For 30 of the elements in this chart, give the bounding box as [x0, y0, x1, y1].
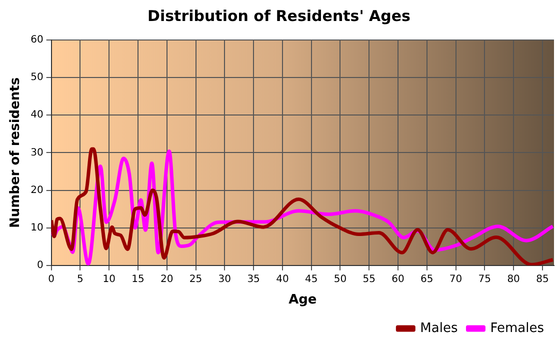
x-tick-label: 60: [392, 274, 404, 285]
y-tick-label: 30: [30, 147, 44, 158]
y-tick-label: 20: [30, 184, 44, 196]
x-tick-label: 15: [132, 274, 144, 285]
x-tick-label: 30: [218, 274, 232, 285]
x-tick-label: 40: [276, 274, 289, 285]
legend-label: Females: [490, 320, 544, 336]
y-tick-label: 60: [30, 34, 44, 46]
x-tick-label: 5: [77, 274, 84, 285]
y-tick-label: 0: [36, 260, 44, 271]
x-tick-label: 45: [304, 274, 318, 285]
y-tick-label: 10: [30, 222, 44, 234]
y-tick-label: 50: [30, 72, 44, 84]
y-axis-title: Number of residents: [8, 77, 24, 228]
x-tick-label: 85: [536, 274, 549, 285]
x-tick-label: 20: [160, 274, 174, 285]
x-tick-label: 0: [48, 274, 55, 285]
legend-label: Males: [420, 320, 458, 336]
x-tick-label: 10: [102, 274, 116, 285]
x-axis-title: Age: [288, 292, 317, 308]
y-tick-label: 40: [30, 110, 44, 121]
chart-title: Distribution of Residents' Ages: [148, 6, 411, 25]
x-tick-label: 25: [189, 274, 202, 285]
x-tick-label: 70: [449, 274, 462, 285]
x-tick-label: 75: [478, 274, 492, 285]
x-tick-label: 80: [507, 274, 520, 285]
x-tick-label: 55: [362, 274, 376, 285]
x-tick-label: 35: [247, 274, 260, 285]
x-tick-label: 50: [334, 274, 347, 285]
x-tick-label: 65: [420, 274, 434, 285]
